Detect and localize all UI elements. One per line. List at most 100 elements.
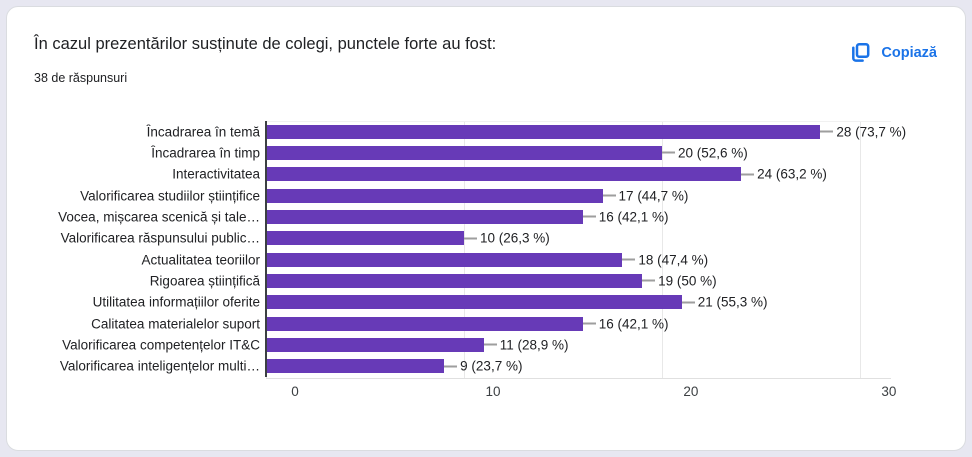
bar-track: 28 (73,7 %)	[266, 121, 906, 142]
value-label-text: 9 (23,7 %)	[460, 358, 523, 374]
category-label: Încadrarea în temă	[146, 124, 260, 140]
bar[interactable]	[266, 359, 445, 374]
chart-row: Valorificarea competențelor IT&C 11 (28,9…	[36, 334, 891, 355]
chart-row: Vocea, mișcarea scenică și tale… 16 (42,1…	[36, 206, 891, 227]
value-label-text: 21 (55,3 %)	[697, 294, 768, 310]
category-label: Încadrarea în timp	[151, 145, 260, 161]
bar-track: 9 (23,7 %)	[266, 356, 891, 377]
value-label: 20 (52,6 %)	[661, 145, 748, 161]
copy-button-label: Copiază	[881, 45, 937, 61]
value-label-text: 20 (52,6 %)	[677, 145, 748, 161]
bar[interactable]	[266, 145, 662, 160]
bar[interactable]	[266, 337, 484, 352]
value-label-text: 11 (28,9 %)	[499, 337, 569, 353]
category-label: Valorificarea competențelor IT&C	[62, 337, 260, 353]
value-label: 11 (28,9 %)	[483, 337, 569, 353]
value-label-text: 18 (47,4 %)	[638, 252, 709, 268]
bar-track: 16 (42,1 %)	[266, 206, 891, 227]
bar-track: 24 (63,2 %)	[266, 164, 891, 185]
chart-row: Actualitatea teoriilor 18 (47,4 %)	[36, 249, 891, 270]
bar-track: 20 (52,6 %)	[266, 142, 891, 163]
callout-line	[483, 343, 497, 346]
callout-line	[582, 215, 596, 218]
bar-track: 10 (26,3 %)	[266, 228, 891, 249]
chart-row: Valorificarea răspunsului public… 10 (26,…	[36, 228, 891, 249]
chart-row: Interactivitatea 24 (63,2 %)	[36, 164, 891, 185]
value-label-text: 10 (26,3 %)	[479, 230, 550, 246]
value-label: 16 (42,1 %)	[582, 209, 669, 225]
callout-line	[582, 322, 596, 325]
value-label: 17 (44,7 %)	[602, 188, 689, 204]
value-label-text: 16 (42,1 %)	[598, 209, 669, 225]
bar[interactable]	[266, 209, 583, 224]
chart-row: Calitatea materialelor suport 16 (42,1 %)	[36, 313, 891, 334]
category-label: Valorificarea studiilor științifice	[80, 188, 260, 204]
bar-rows: Încadrarea în temă 28 (73,7 %) Încadrarea …	[36, 121, 906, 377]
bar[interactable]	[266, 167, 742, 182]
gridline	[859, 122, 861, 378]
gridline	[661, 122, 663, 378]
category-label: Actualitatea teoriilor	[141, 252, 260, 268]
value-label: 21 (55,3 %)	[681, 294, 768, 310]
category-label: Calitatea materialelor suport	[91, 316, 260, 332]
callout-line	[681, 301, 695, 304]
category-label: Interactivitatea	[172, 166, 260, 182]
category-label: Vocea, mișcarea scenică și tale…	[58, 209, 260, 225]
x-tick-label: 0	[291, 384, 299, 399]
responses-count: 38 de răspunsuri	[34, 71, 128, 85]
bar[interactable]	[266, 231, 464, 246]
value-label-text: 28 (73,7 %)	[836, 124, 907, 140]
value-label: 18 (47,4 %)	[622, 252, 708, 267]
bar[interactable]	[266, 295, 682, 310]
callout-line	[463, 237, 477, 240]
value-label: 28 (73,7 %)	[820, 124, 906, 139]
category-label: Utilitatea informațiilor oferite	[92, 294, 260, 310]
bar-chart: Încadrarea în temă 28 (73,7 %) Încadrarea …	[36, 121, 965, 406]
category-label: Rigoarea științifică	[149, 273, 260, 289]
chart-row: Valorificarea studiilor științifice 17 (4…	[36, 185, 891, 206]
y-axis-line	[265, 121, 267, 377]
value-label-text: 19 (50 %)	[658, 273, 717, 289]
value-label: 24 (63,2 %)	[741, 167, 827, 182]
callout-line	[661, 151, 675, 154]
category-label: Valorificarea răspunsului public…	[60, 230, 260, 246]
bar[interactable]	[266, 316, 583, 331]
value-label-text: 24 (63,2 %)	[757, 166, 827, 182]
value-label: 10 (26,3 %)	[463, 230, 550, 246]
copy-icon	[847, 41, 871, 65]
plot-area: Încadrarea în temă 28 (73,7 %) Încadrarea …	[36, 121, 906, 379]
bar-track: 19 (50 %)	[266, 270, 891, 291]
chart-row: Valorificarea inteligențelor multi… 9 (23…	[36, 356, 891, 377]
value-label: 16 (42,1 %)	[582, 316, 669, 332]
bar[interactable]	[266, 273, 643, 288]
bar[interactable]	[266, 124, 821, 139]
callout-line	[820, 130, 834, 133]
bar-track: 18 (47,4 %)	[266, 249, 891, 270]
chart-row: Rigoarea științifică 19 (50 %)	[36, 270, 891, 291]
question-title: În cazul prezentărilor susținute de cole…	[34, 35, 497, 53]
callout-line	[622, 258, 636, 261]
value-label: 9 (23,7 %)	[444, 359, 522, 374]
x-tick-label: 30	[881, 384, 897, 399]
bar-track: 11 (28,9 %)	[266, 334, 891, 355]
bar[interactable]	[266, 188, 603, 203]
category-label: Valorificarea inteligențelor multi…	[59, 358, 260, 374]
gridline	[463, 122, 465, 378]
callout-line	[642, 279, 656, 282]
chart-row: Încadrarea în timp 20 (52,6 %)	[36, 142, 891, 163]
callout-line	[741, 173, 755, 176]
value-label-text: 17 (44,7 %)	[618, 188, 689, 204]
header-text: În cazul prezentărilor susținute de cole…	[34, 33, 496, 85]
bar-track: 16 (42,1 %)	[266, 313, 891, 334]
bar[interactable]	[266, 252, 623, 267]
x-axis: 0 10 20 30	[291, 384, 920, 406]
callout-line	[444, 365, 458, 368]
copy-button[interactable]: Copiază	[839, 35, 945, 71]
card-header: În cazul prezentărilor susținute de cole…	[7, 7, 965, 85]
x-tick-label: 10	[485, 384, 501, 399]
x-tick-label: 20	[683, 384, 699, 399]
value-label-text: 16 (42,1 %)	[598, 316, 669, 332]
chart-row: Utilitatea informațiilor oferite 21 (55,3…	[36, 292, 891, 313]
value-label: 19 (50 %)	[642, 273, 717, 288]
bar-track: 21 (55,3 %)	[266, 292, 891, 313]
